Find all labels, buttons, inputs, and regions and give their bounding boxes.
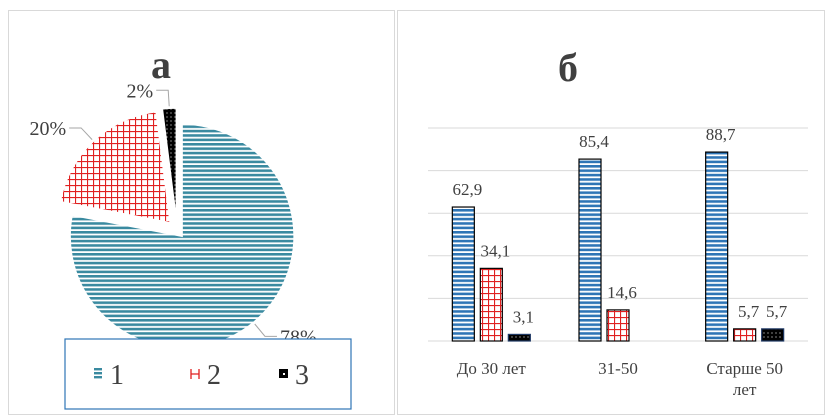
bar-1-1: [451, 206, 475, 342]
pie-slice-3: [161, 107, 178, 221]
legend-swatch-2: [190, 369, 200, 379]
pie-label-2: 20%: [29, 118, 66, 140]
legend-label-3: 3: [295, 360, 309, 391]
bar-3-1: [705, 151, 729, 342]
legend-swatch-1: [94, 368, 102, 371]
bar-label-1-1: 62,9: [452, 180, 482, 199]
bar-chart-panel: б 62,9 34,1 3,1 85,4 14,6 88,7 5,7 5,7 До 30 ле…: [397, 10, 825, 415]
bar-label-1-3: 3,1: [513, 307, 534, 326]
pie-leader-1: [254, 323, 277, 337]
bar-bars: [451, 151, 785, 342]
category-label-2: 31-50: [598, 359, 638, 378]
bar-label-3-1: 88,7: [706, 125, 736, 144]
pie-legend: 1 2 3: [64, 338, 352, 410]
bar-3-3: [761, 328, 785, 342]
bar-chart: б 62,9 34,1 3,1 85,4 14,6 88,7 5,7 5,7 До 30 ле…: [428, 45, 808, 399]
category-label-1: До 30 лет: [457, 359, 527, 378]
pie-leader-2: [69, 127, 93, 140]
bar-label-2-2: 14,6: [607, 283, 637, 302]
bar-3-2: [733, 328, 757, 342]
category-label-3: Старше 50 лет: [706, 359, 783, 399]
bar-label-1-2: 34,1: [480, 241, 510, 260]
pie-slice-1: [69, 123, 295, 349]
bar-data-labels: 62,9 34,1 3,1 85,4 14,6 88,7 5,7 5,7: [452, 125, 787, 326]
bar-label-3-2: 5,7: [738, 302, 760, 321]
pie-leader-3: [156, 89, 170, 107]
bar-2-2: [606, 309, 630, 342]
pie-slice-2: [59, 110, 172, 224]
bar-2-1: [578, 158, 602, 342]
bar-title: б: [558, 45, 578, 90]
pie-slices: [59, 107, 295, 349]
bar-1-2: [479, 267, 503, 342]
bar-category-labels: До 30 лет 31-50 Старше 50 лет: [457, 359, 783, 399]
pie-labels: 78%20%2%: [29, 80, 316, 348]
bar-label-3-3: 5,7: [766, 302, 788, 321]
bar-label-2-1: 85,4: [579, 132, 609, 151]
legend-label-1: 1: [110, 360, 124, 391]
legend-label-2: 2: [207, 360, 221, 391]
pie-title: а: [151, 42, 171, 87]
bar-1-3: [507, 333, 531, 342]
pie-label-3: 2%: [127, 80, 154, 102]
